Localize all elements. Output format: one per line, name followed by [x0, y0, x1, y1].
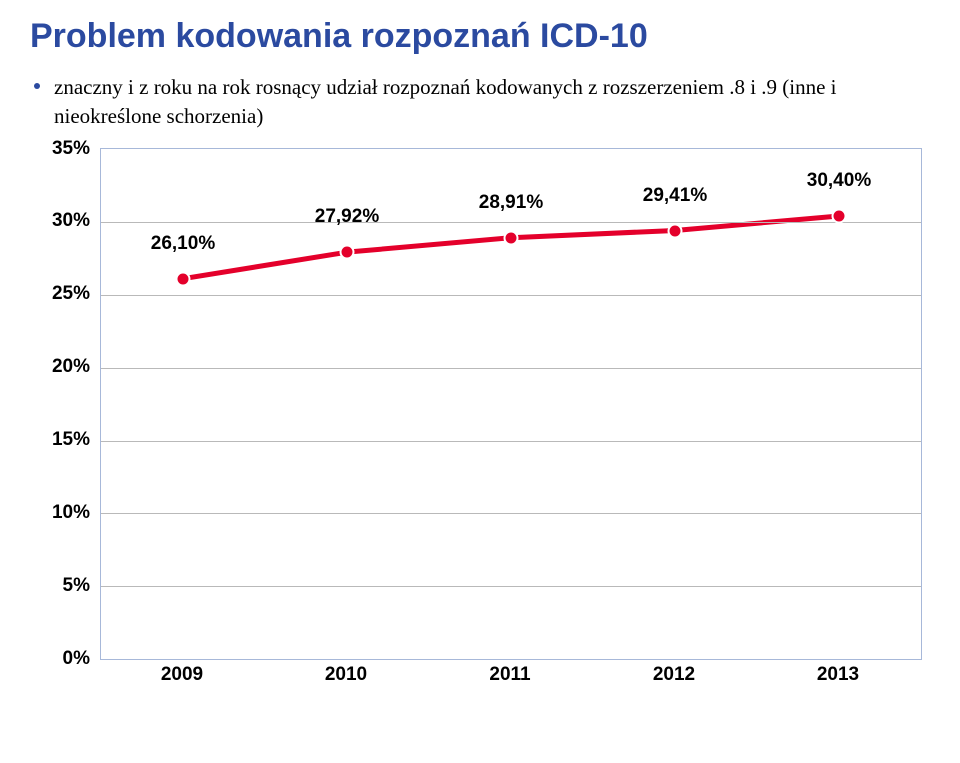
line-chart: 26,10% 27,92% 28,91% 29,41% 30,40% 0% 5% 10% 15…	[30, 138, 930, 698]
bullet-dot-icon	[34, 83, 40, 89]
bullet-text: znaczny i z roku na rok rosnący udział r…	[54, 73, 930, 130]
gridline	[101, 441, 921, 442]
series-line	[101, 149, 921, 659]
gridline	[101, 586, 921, 587]
y-axis-label: 20%	[30, 356, 90, 378]
slide-title: Problem kodowania rozpoznań ICD-10	[30, 18, 930, 55]
x-axis-label: 2011	[489, 664, 530, 686]
y-axis-label: 15%	[30, 429, 90, 451]
value-label: 27,92%	[315, 206, 379, 228]
data-marker	[340, 245, 355, 260]
value-label: 29,41%	[643, 185, 707, 207]
value-label: 28,91%	[479, 192, 543, 214]
y-axis-label: 0%	[30, 648, 90, 670]
plot-area: 26,10% 27,92% 28,91% 29,41% 30,40%	[100, 148, 922, 660]
x-axis-label: 2012	[653, 664, 695, 686]
data-marker	[668, 223, 683, 238]
y-axis-label: 25%	[30, 283, 90, 305]
value-label: 26,10%	[151, 233, 215, 255]
x-axis-label: 2013	[817, 664, 859, 686]
gridline	[101, 222, 921, 223]
value-label: 30,40%	[807, 170, 871, 192]
y-axis-label: 5%	[30, 575, 90, 597]
data-marker	[832, 209, 847, 224]
y-axis-label: 35%	[30, 138, 90, 160]
y-axis-label: 30%	[30, 210, 90, 232]
y-axis-label: 10%	[30, 502, 90, 524]
x-axis-label: 2009	[161, 664, 203, 686]
data-marker	[176, 271, 191, 286]
slide: Problem kodowania rozpoznań ICD-10 znacz…	[0, 0, 960, 763]
x-axis-label: 2010	[325, 664, 367, 686]
bullet-item: znaczny i z roku na rok rosnący udział r…	[34, 73, 930, 130]
data-marker	[504, 230, 519, 245]
gridline	[101, 368, 921, 369]
gridline	[101, 295, 921, 296]
gridline	[101, 513, 921, 514]
